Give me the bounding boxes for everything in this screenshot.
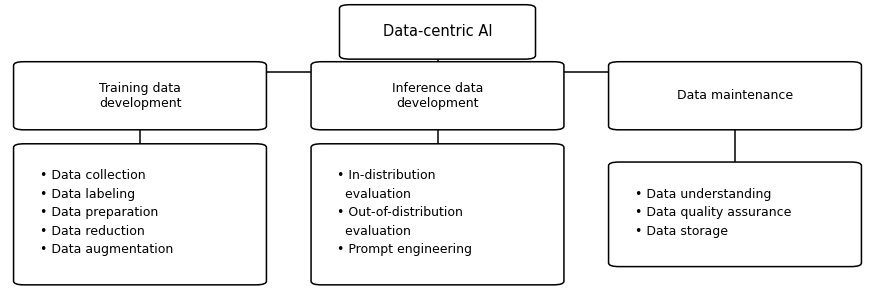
FancyBboxPatch shape (312, 144, 564, 285)
FancyBboxPatch shape (13, 62, 267, 130)
Text: Inference data
development: Inference data development (392, 82, 483, 110)
FancyBboxPatch shape (312, 62, 564, 130)
FancyBboxPatch shape (13, 144, 267, 285)
FancyBboxPatch shape (609, 162, 861, 267)
FancyBboxPatch shape (609, 62, 861, 130)
Text: Data maintenance: Data maintenance (677, 89, 793, 102)
FancyBboxPatch shape (340, 5, 536, 59)
Text: Data-centric AI: Data-centric AI (382, 24, 493, 40)
Text: • In-distribution
  evaluation
• Out-of-distribution
  evaluation
• Prompt engin: • In-distribution evaluation • Out-of-di… (338, 169, 472, 256)
Text: • Data collection
• Data labeling
• Data preparation
• Data reduction
• Data aug: • Data collection • Data labeling • Data… (40, 169, 173, 256)
Text: • Data understanding
• Data quality assurance
• Data storage: • Data understanding • Data quality assu… (635, 188, 791, 238)
Text: Training data
development: Training data development (99, 82, 181, 110)
